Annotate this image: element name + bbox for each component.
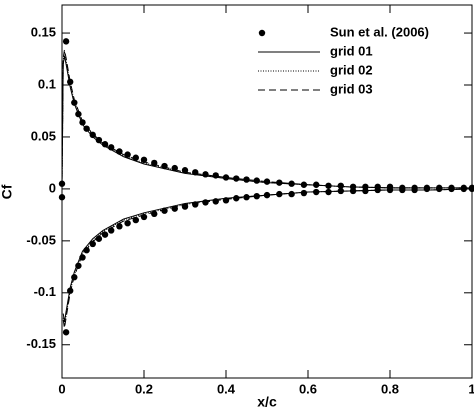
legend-label: Sun et al. (2006) (330, 24, 429, 39)
data-point (101, 231, 109, 238)
y-tick-label: -0.15 (26, 336, 56, 351)
legend-label: grid 01 (330, 43, 373, 58)
data-point (276, 179, 283, 186)
plot-frame (61, 4, 473, 379)
data-point (62, 38, 70, 45)
data-point (58, 194, 66, 201)
x-tick-label: 1 (468, 381, 474, 396)
legend-label: grid 02 (330, 62, 373, 77)
data-point (243, 194, 250, 201)
data-point (132, 216, 139, 224)
series-line (61, 55, 473, 322)
y-tick-label: 0.15 (31, 24, 56, 39)
x-tick-label: 0.6 (299, 381, 317, 396)
x-tick-label: 0.2 (135, 381, 153, 396)
data-point (62, 329, 70, 336)
data-point (436, 185, 443, 193)
data-point (300, 189, 308, 197)
x-axis-label: x/c (257, 394, 277, 410)
y-tick-label: 0 (49, 180, 56, 195)
data-point (337, 182, 344, 189)
legend-marker (258, 29, 266, 37)
data-point (124, 151, 131, 158)
x-tick-label: 0.8 (381, 381, 399, 396)
y-tick-label: -0.1 (34, 284, 56, 299)
series-line (61, 51, 473, 327)
data-point (124, 219, 131, 227)
data-point (181, 167, 189, 174)
data-point (89, 131, 96, 139)
x-tick-label: 0 (58, 381, 65, 396)
legend-label: grid 03 (330, 81, 373, 96)
data-point (151, 210, 158, 218)
data-point (288, 190, 295, 198)
y-tick-label: 0.1 (38, 76, 56, 91)
data-point (116, 223, 123, 230)
y-tick-label: -0.05 (26, 232, 56, 247)
series-line (61, 49, 473, 329)
data-point (448, 185, 455, 193)
x-tick-label: 0.4 (217, 381, 236, 396)
data-point (325, 188, 332, 196)
data-point (423, 185, 431, 193)
y-tick-label: 0.05 (31, 128, 56, 143)
y-axis-label: Cf (0, 184, 15, 199)
